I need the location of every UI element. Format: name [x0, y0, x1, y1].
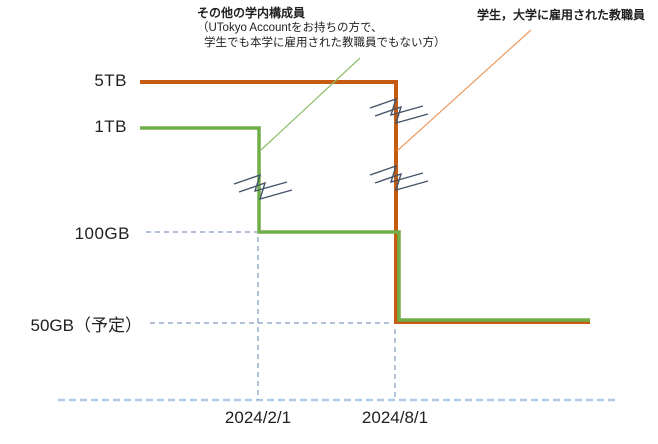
annotation-students-staff: 学生，大学に雇用された教職員: [477, 8, 645, 23]
x-tick-2024-2-1: 2024/2/1: [224, 408, 292, 427]
leader-line-other-members: [260, 57, 361, 151]
annotation-students-staff-title: 学生，大学に雇用された教職員: [477, 8, 646, 22]
annotation-other-members-title: その他の学内構成員: [197, 6, 306, 20]
y-tick-50gb: 50GB（予定）: [30, 316, 142, 335]
y-tick-1tb: 1TB: [94, 117, 127, 136]
leader-line-students-staff: [396, 29, 532, 152]
axis-break-mark-orange-drop-upper: [369, 97, 429, 125]
y-tick-5tb: 5TB: [94, 71, 127, 90]
x-tick-2024-8-1: 2024/8/1: [361, 408, 429, 427]
annotation-other-members-detail-1: （UTokyo Accountをお持ちの方で、: [197, 22, 383, 34]
y-tick-100gb: 100GB: [74, 224, 130, 243]
axis-break-mark-orange-drop-lower: [369, 164, 429, 192]
annotation-other-members: その他の学内構成員 （UTokyo Accountをお持ちの方で、 学生でも本学…: [197, 6, 446, 51]
annotation-other-members-detail-2: 学生でも本学に雇用された教職員でもない方）: [204, 37, 446, 49]
series-students-staff-line: [140, 80, 590, 324]
axis-break-mark-green-drop: [233, 173, 293, 201]
series-other-members-line: [140, 126, 590, 322]
